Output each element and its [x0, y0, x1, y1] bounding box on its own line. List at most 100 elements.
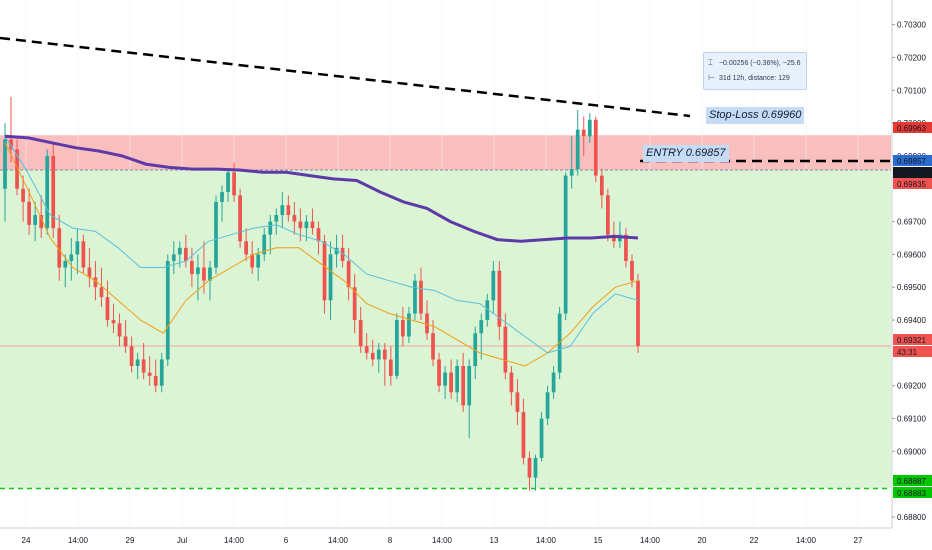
time-tick-label: 22 — [750, 536, 759, 545]
candle-body — [449, 372, 453, 393]
candle-body — [328, 254, 333, 301]
candle-body — [491, 270, 496, 301]
candle-body — [123, 336, 128, 347]
time-tick-label: 20 — [698, 536, 707, 545]
time-tick-label: 14:00 — [68, 536, 89, 545]
candle-body — [485, 300, 490, 321]
candle-body — [21, 188, 25, 202]
time-tick-label: 27 — [854, 536, 863, 545]
candle-body — [190, 260, 194, 275]
resistance-trendline[interactable] — [0, 36, 691, 118]
price-tick-label: 0.68800 — [897, 513, 926, 522]
candle-body — [461, 366, 466, 406]
ma-long-line — [4, 134, 639, 243]
candle-body — [364, 346, 369, 353]
price-label: 0.69856 — [897, 169, 926, 178]
price-tick-label: 0.69000 — [897, 447, 926, 456]
candle-body — [129, 346, 134, 367]
price-tick-label: 0.70200 — [897, 53, 926, 62]
candle-body — [274, 215, 279, 222]
candle-body — [581, 129, 586, 137]
time-tick-label: 14:00 — [432, 536, 453, 545]
candle-body — [9, 139, 13, 150]
price-label-box — [893, 334, 932, 345]
candle-body — [135, 359, 140, 367]
candle-body — [407, 313, 411, 337]
candle-body — [316, 228, 321, 242]
candle-body — [93, 277, 98, 288]
candle-body — [563, 175, 568, 314]
candle-body — [183, 247, 188, 261]
candle-body — [57, 228, 62, 268]
candle-body — [630, 260, 634, 281]
candle-body — [413, 280, 417, 314]
candle-body — [45, 155, 50, 229]
risk-zone — [0, 135, 891, 171]
candle-body — [27, 201, 31, 225]
candle-body — [75, 241, 80, 255]
measure-time-text: 31d 12h, distance: 129 — [718, 75, 790, 82]
candle-body — [63, 260, 68, 268]
candle-body — [509, 372, 514, 393]
candle-body — [539, 418, 544, 458]
price-axis[interactable] — [892, 0, 932, 550]
candle-body — [268, 221, 273, 235]
candle-body — [117, 323, 122, 337]
candle-body — [69, 254, 74, 261]
candle-body — [473, 333, 478, 367]
price-label-box — [893, 475, 932, 486]
candle-body — [443, 372, 447, 386]
price-tick-label: 0.69600 — [897, 250, 926, 259]
candle-body — [479, 320, 484, 334]
candle-body — [497, 270, 502, 327]
price-label-box — [893, 155, 932, 166]
time-tick-label: 14:00 — [796, 536, 817, 545]
price-tick-label: 0.69200 — [897, 382, 926, 391]
candle-body — [569, 169, 574, 176]
price-label-box — [893, 487, 932, 498]
candle-body — [425, 313, 429, 334]
candle-body — [419, 280, 423, 314]
candle-body — [153, 375, 158, 386]
price-tick-label: 0.69500 — [897, 283, 926, 292]
time-tick-label: 14:00 — [640, 536, 661, 545]
price-label: 0.69963 — [897, 124, 926, 133]
candle-body — [244, 241, 249, 255]
stop-loss-label[interactable]: Stop-Loss 0.69960 — [706, 107, 805, 124]
candle-body — [388, 359, 393, 376]
candle-body — [334, 247, 339, 255]
price-label-box — [893, 122, 932, 133]
candle-body — [220, 192, 224, 202]
candle-body — [208, 267, 212, 281]
time-tick-label: 14:00 — [328, 536, 349, 545]
candle-body — [636, 280, 640, 346]
candle-body — [262, 234, 267, 255]
price-range-icon: ⌶ — [708, 58, 713, 67]
candle-body — [624, 234, 628, 261]
candle-body — [177, 247, 182, 255]
candle-body — [612, 234, 616, 242]
time-tick-label: 24 — [22, 536, 31, 545]
ma-short-line — [4, 142, 639, 367]
candle-body — [214, 201, 218, 268]
price-label: 0.69835 — [897, 180, 926, 189]
candle-body — [310, 221, 315, 229]
candle-body — [196, 267, 200, 275]
candle-body — [431, 333, 435, 360]
candle-body — [593, 119, 598, 176]
candle-body — [503, 326, 508, 373]
candle-body — [286, 205, 291, 216]
price-tick-label: 0.69100 — [897, 415, 926, 424]
candle-body — [575, 129, 580, 170]
time-tick-label: Jul — [177, 536, 187, 545]
candle-body — [340, 247, 345, 261]
measure-price-row: ⌶ −0.00256 (−0.36%), −25.6 — [708, 58, 801, 68]
countdown-box — [893, 346, 932, 357]
candle-body — [551, 372, 556, 393]
time-tick-label: 6 — [284, 536, 289, 545]
entry-label[interactable]: ENTRY 0.69857 — [643, 145, 729, 162]
candle-body — [99, 287, 104, 298]
candle-body — [15, 149, 19, 189]
